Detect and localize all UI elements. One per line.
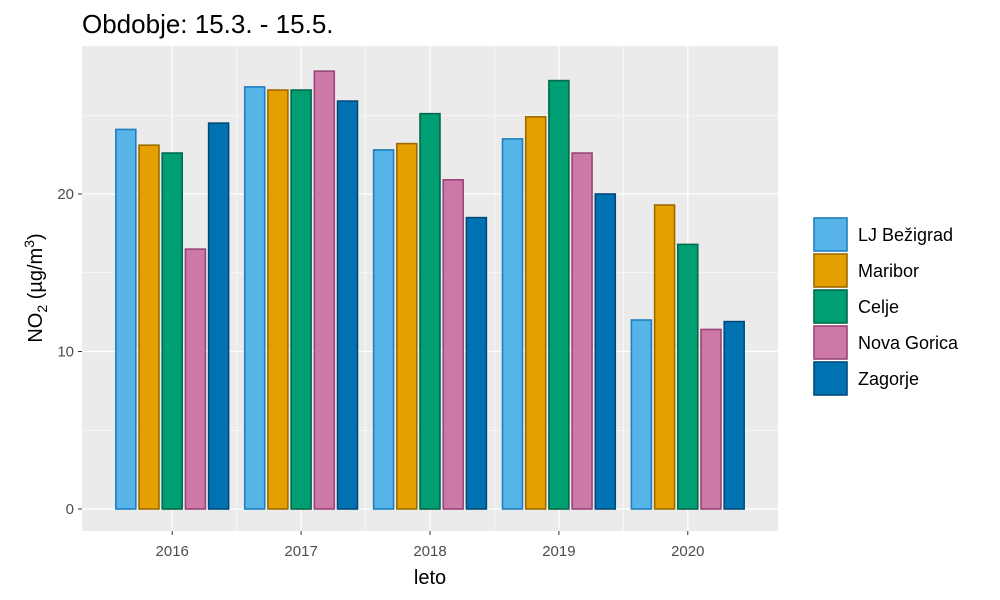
bar: [290, 89, 312, 510]
legend-label: LJ Bežigrad: [858, 225, 953, 245]
legend-swatch: [813, 253, 848, 288]
x-axis-ticks: 2016 2017 2018 2019 2020: [156, 531, 704, 560]
bar: [161, 152, 183, 510]
y-tick-label: 0: [66, 501, 74, 518]
y-axis-title: NO2 (µg/m3): [21, 233, 50, 342]
bar: [184, 248, 207, 510]
y-axis-title-prefix: NO: [25, 313, 47, 343]
x-tick-label: 2019: [542, 543, 575, 560]
bar: [594, 193, 617, 510]
x-tick-label: 2017: [284, 543, 317, 560]
bar: [243, 86, 266, 510]
x-tick-label: 2018: [413, 543, 446, 560]
legend-swatch: [813, 289, 848, 324]
x-axis-title: leto: [414, 567, 446, 589]
y-axis-title-subscript: 2: [34, 305, 50, 313]
bar: [700, 328, 722, 510]
legend-swatch: [813, 217, 848, 252]
bar: [548, 79, 570, 510]
bar: [524, 116, 547, 510]
chart-title: Obdobje: 15.3. - 15.5.: [82, 9, 334, 39]
y-axis-title-unit-close: ): [25, 233, 47, 240]
bar: [630, 319, 653, 510]
y-axis-ticks: 0 10 20: [57, 186, 82, 518]
bar: [267, 89, 289, 510]
bar: [313, 70, 336, 510]
bar: [653, 204, 676, 510]
legend-swatch: [813, 325, 848, 360]
legend-label: Celje: [858, 297, 899, 317]
bar: [465, 216, 488, 510]
bar: [501, 138, 524, 510]
bar: [571, 152, 593, 510]
x-tick-label: 2020: [671, 543, 704, 560]
legend-label: Nova Gorica: [858, 333, 959, 353]
bar: [372, 149, 395, 510]
legend-label: Maribor: [858, 261, 919, 281]
x-tick-label: 2016: [156, 543, 189, 560]
legend-label: Zagorje: [858, 369, 919, 389]
bar: [138, 144, 160, 510]
bar: [723, 320, 745, 510]
bar: [419, 112, 441, 510]
y-axis-title-unit-open: (µg/m: [25, 248, 47, 305]
bar: [115, 128, 137, 510]
legend: LJ Bežigrad Maribor Celje Nova Gorica Zagorj…: [813, 217, 959, 396]
y-axis-title-superscript: 3: [21, 240, 37, 248]
bar: [677, 243, 699, 510]
y-tick-label: 20: [57, 186, 74, 203]
bar: [396, 142, 418, 510]
bar: [442, 179, 464, 510]
bars: [115, 70, 745, 510]
legend-swatch: [813, 361, 848, 396]
bar: [336, 100, 359, 510]
bar: [207, 122, 230, 510]
y-tick-label: 10: [57, 344, 74, 361]
